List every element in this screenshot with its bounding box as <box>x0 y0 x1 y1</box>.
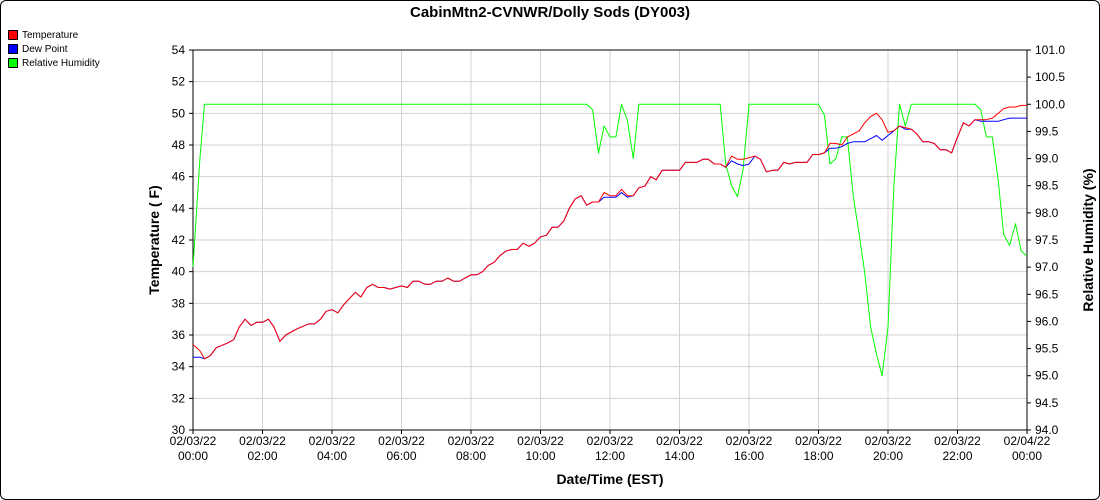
x-tick-date: 02/03/22 <box>795 434 842 448</box>
x-tick-date: 02/03/22 <box>726 434 773 448</box>
x-tick-time: 16:00 <box>734 449 764 463</box>
legend-item-relative-humidity: Relative Humidity <box>8 56 100 70</box>
y-tick-label: 40 <box>172 265 186 279</box>
y2-tick-label: 100.5 <box>1035 70 1065 84</box>
y2-tick-label: 97.5 <box>1035 233 1059 247</box>
series-line-temperature <box>192 104 1027 360</box>
y2-tick-label: 99.0 <box>1035 152 1059 166</box>
y-tick-label: 36 <box>172 328 186 342</box>
legend-item-temperature: Temperature <box>8 28 100 42</box>
x-axis-title: Date/Time (EST) <box>556 471 663 487</box>
x-tick-time: 18:00 <box>803 449 833 463</box>
chart-title: CabinMtn2-CVNWR/Dolly Sods (DY003) <box>409 4 691 21</box>
y2-tick-label: 96.0 <box>1035 314 1059 328</box>
x-tick-date: 02/03/22 <box>587 434 634 448</box>
y-tick-label: 44 <box>172 201 186 215</box>
y2-tick-label: 98.0 <box>1035 206 1059 220</box>
x-tick-date: 02/03/22 <box>934 434 981 448</box>
y-tick-label: 34 <box>172 360 186 374</box>
x-tick-time: 00:00 <box>1012 449 1042 463</box>
y-tick-label: 54 <box>172 43 186 57</box>
y-tick-label: 38 <box>172 296 186 310</box>
x-tick-date: 02/03/22 <box>170 434 217 448</box>
x-tick-date: 02/03/22 <box>309 434 356 448</box>
x-tick-time: 20:00 <box>873 449 903 463</box>
y2-tick-label: 97.0 <box>1035 260 1059 274</box>
y2-tick-label: 99.5 <box>1035 124 1059 138</box>
legend-swatch-dew-point <box>8 44 18 54</box>
x-tick-time: 02:00 <box>247 449 277 463</box>
y-tick-label: 30 <box>172 423 186 437</box>
legend-swatch-relative-humidity <box>8 58 18 68</box>
y2-tick-label: 101.0 <box>1035 43 1065 57</box>
y2-tick-label: 98.5 <box>1035 179 1059 193</box>
x-tick-time: 22:00 <box>942 449 972 463</box>
x-tick-time: 08:00 <box>456 449 486 463</box>
x-tick-date: 02/03/22 <box>656 434 703 448</box>
legend-swatch-temperature <box>8 30 18 40</box>
y2-tick-label: 100.0 <box>1035 97 1065 111</box>
x-tick-date: 02/03/22 <box>448 434 495 448</box>
y2-tick-label: 95.5 <box>1035 342 1059 356</box>
y-axis-title: Temperature ( F) <box>146 185 162 294</box>
y2-tick-label: 95.0 <box>1035 369 1059 383</box>
x-tick-time: 10:00 <box>525 449 555 463</box>
legend-label-temperature: Temperature <box>22 29 79 41</box>
y-tick-label: 52 <box>172 75 186 89</box>
series-line-relative-humidity <box>192 103 1028 377</box>
x-tick-date: 02/04/22 <box>1004 434 1051 448</box>
x-tick-time: 14:00 <box>664 449 694 463</box>
x-tick-date: 02/03/22 <box>239 434 286 448</box>
x-tick-time: 04:00 <box>317 449 347 463</box>
legend-item-dew-point: Dew Point <box>8 42 100 56</box>
x-tick-time: 12:00 <box>595 449 625 463</box>
y-tick-label: 32 <box>172 391 186 405</box>
legend-label-dew-point: Dew Point <box>22 43 68 55</box>
x-tick-time: 00:00 <box>178 449 208 463</box>
x-tick-time: 06:00 <box>386 449 416 463</box>
y-tick-label: 46 <box>172 170 186 184</box>
x-tick-date: 02/03/22 <box>378 434 425 448</box>
y2-tick-label: 94.0 <box>1035 423 1059 437</box>
y2-tick-label: 96.5 <box>1035 287 1059 301</box>
x-tick-date: 02/03/22 <box>865 434 912 448</box>
y2-axis-title: Relative Humidity (%) <box>1080 168 1096 311</box>
chart-legend: Temperature Dew Point Relative Humidity <box>8 28 100 70</box>
legend-label-relative-humidity: Relative Humidity <box>22 57 100 69</box>
x-tick-date: 02/03/22 <box>517 434 564 448</box>
y-tick-label: 48 <box>172 138 186 152</box>
y-tick-label: 50 <box>172 106 186 120</box>
y2-tick-label: 94.5 <box>1035 396 1059 410</box>
y-tick-label: 42 <box>172 233 186 247</box>
